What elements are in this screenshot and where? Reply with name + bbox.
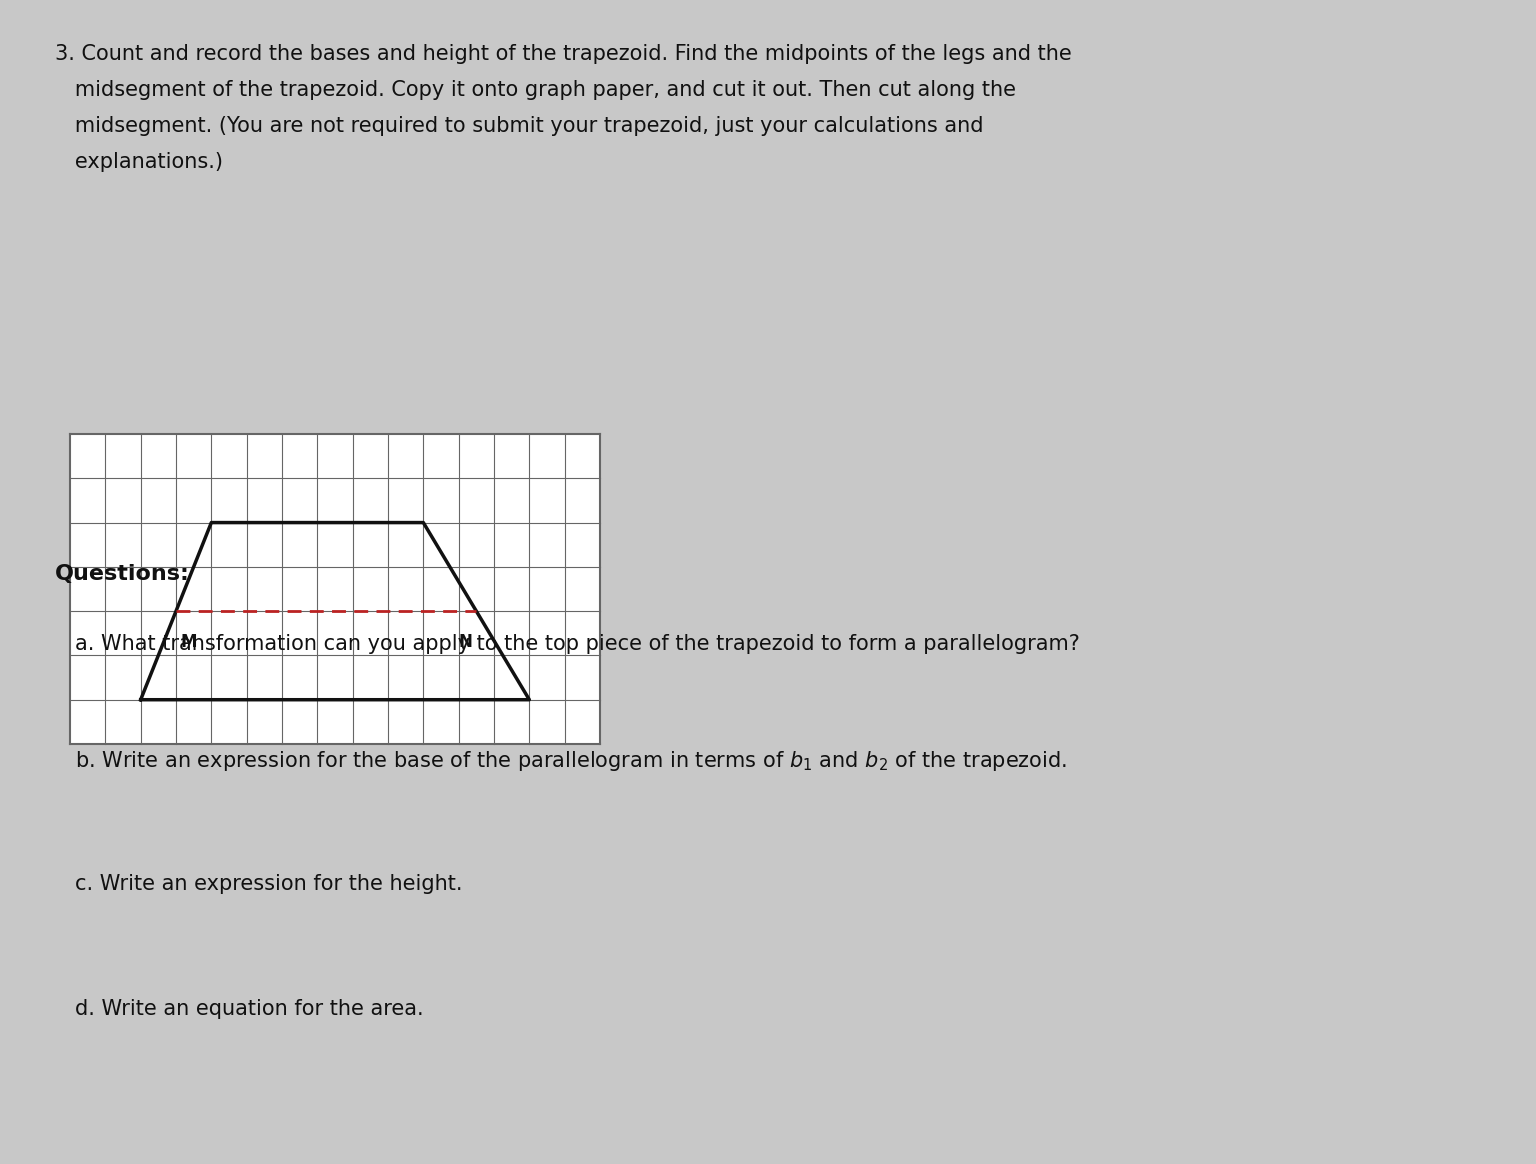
Text: a. What transformation can you apply to the top piece of the trapezoid to form a: a. What transformation can you apply to … (75, 634, 1080, 654)
Text: Questions:: Questions: (55, 565, 190, 584)
Text: midsegment. (You are not required to submit your trapezoid, just your calculatio: midsegment. (You are not required to sub… (55, 116, 983, 136)
Text: b. Write an expression for the base of the parallelogram in terms of $b_1$ and $: b. Write an expression for the base of t… (75, 748, 1068, 773)
Text: 3. Count and record the bases and height of the trapezoid. Find the midpoints of: 3. Count and record the bases and height… (55, 44, 1072, 64)
Text: M: M (180, 633, 197, 651)
Text: d. Write an equation for the area.: d. Write an equation for the area. (75, 999, 424, 1018)
Bar (71, 434, 601, 744)
Text: N: N (458, 633, 473, 651)
Text: explanations.): explanations.) (55, 152, 223, 172)
Text: midsegment of the trapezoid. Copy it onto graph paper, and cut it out. Then cut : midsegment of the trapezoid. Copy it ont… (55, 80, 1015, 100)
Text: c. Write an expression for the height.: c. Write an expression for the height. (75, 874, 462, 894)
